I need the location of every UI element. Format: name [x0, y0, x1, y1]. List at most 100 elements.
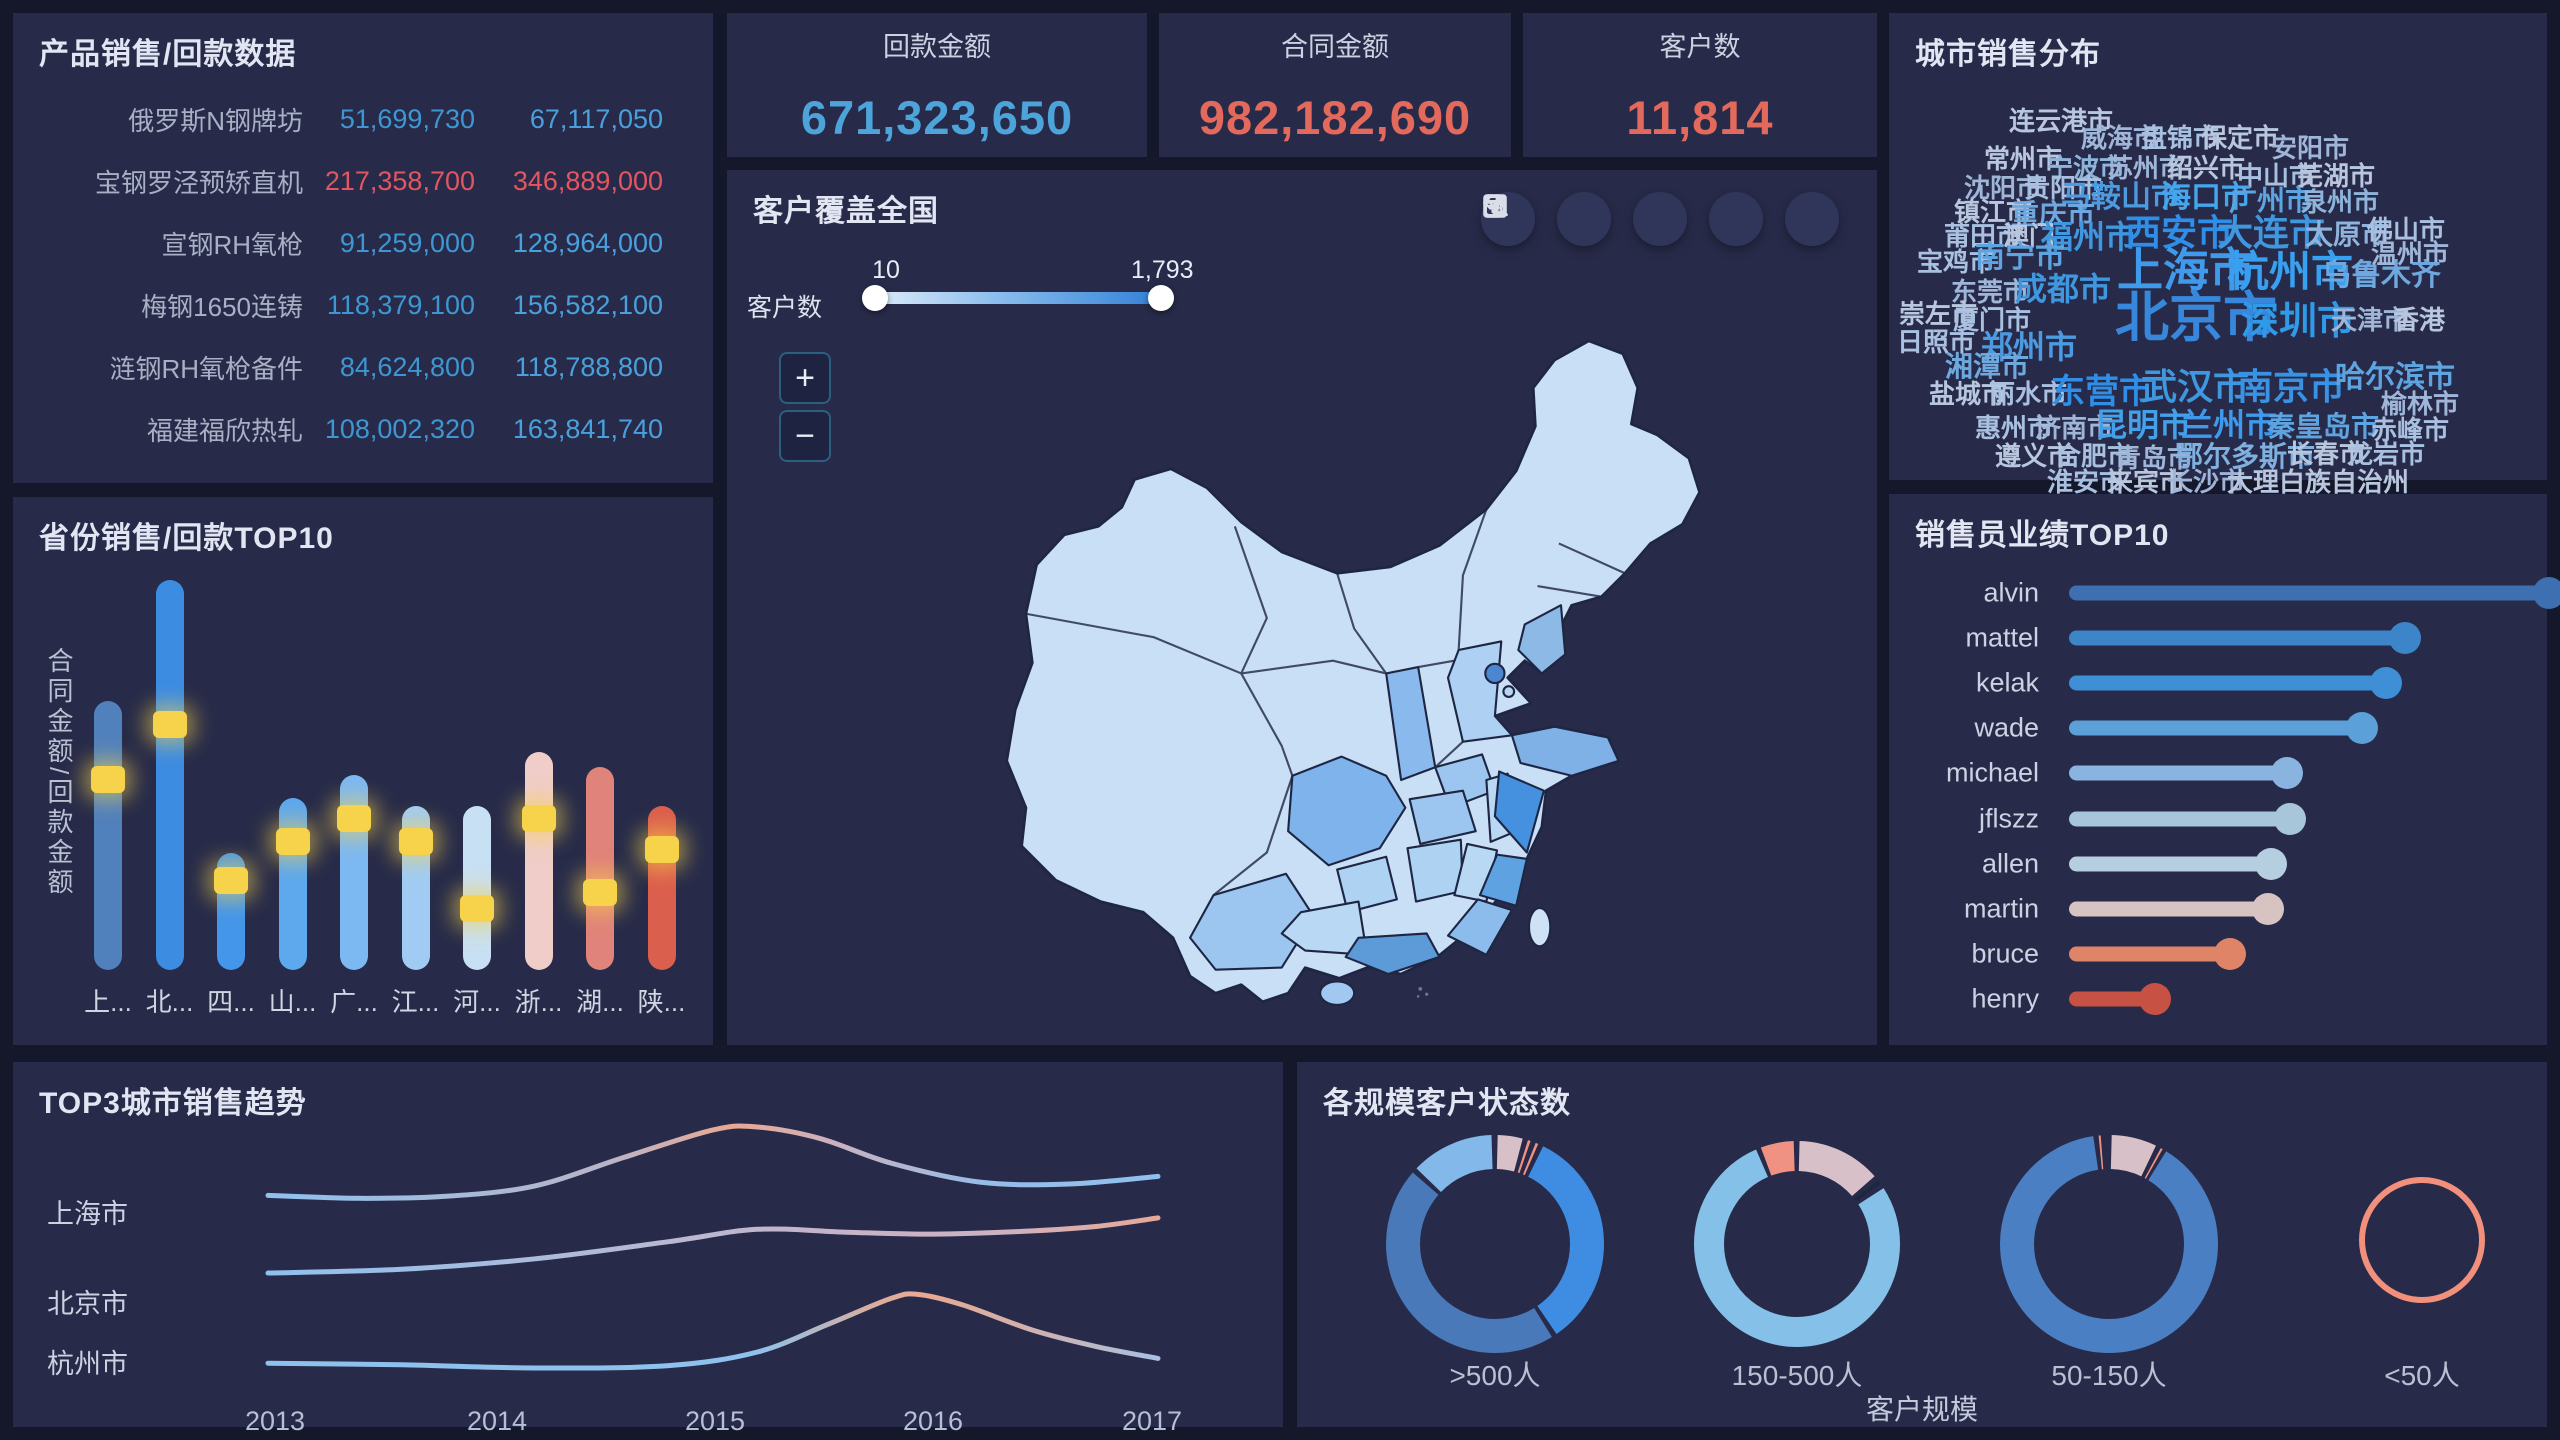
- sales-bar[interactable]: [2069, 720, 2362, 736]
- wordcloud-word[interactable]: 湘潭市: [1945, 351, 2030, 382]
- province-contract-bar[interactable]: [524, 752, 553, 970]
- wordcloud-word[interactable]: 佛山市: [2367, 215, 2446, 245]
- province-contract-bar[interactable]: [155, 580, 184, 970]
- donut-segment[interactable]: [2359, 1177, 2485, 1303]
- wordcloud-word[interactable]: 厦门市: [1953, 305, 2032, 335]
- customer-count-slider[interactable]: [875, 292, 1163, 304]
- wordcloud-word[interactable]: 南宁市: [1975, 241, 2065, 274]
- sales-bar-knob[interactable]: [2255, 847, 2287, 880]
- table-row[interactable]: 福建福欣热轧 108,002,320 163,841,740: [13, 407, 713, 451]
- wordcloud-word[interactable]: 贵阳市: [2024, 173, 2103, 203]
- table-row[interactable]: 俄罗斯N钢牌坊 51,699,730 67,117,050: [13, 97, 713, 141]
- wordcloud-word[interactable]: 青岛市: [2115, 443, 2194, 473]
- sales-bar[interactable]: [2069, 585, 2549, 600]
- wordcloud-word[interactable]: 郑州市: [1981, 329, 2078, 365]
- wordcloud-word[interactable]: 长春市: [2287, 439, 2366, 469]
- wordcloud-word[interactable]: 中山市: [2237, 161, 2316, 191]
- wordcloud-word[interactable]: 保定市: [2201, 123, 2280, 153]
- table-row[interactable]: 宝钢罗泾预矫直机 217,358,700 346,889,000: [13, 159, 713, 203]
- wordcloud-word[interactable]: 长沙市: [2167, 467, 2246, 497]
- donut-segment[interactable]: [1694, 1141, 1900, 1347]
- wordcloud-word[interactable]: 常州市: [1984, 144, 2063, 174]
- province-contract-bar[interactable]: [586, 767, 614, 970]
- wordcloud-word[interactable]: 泉州市: [2301, 187, 2380, 217]
- wordcloud-word[interactable]: 东营市: [2051, 373, 2153, 411]
- wordcloud-word[interactable]: 来宾市: [2107, 467, 2186, 497]
- province-contract-bar[interactable]: [463, 806, 491, 970]
- wordcloud-word[interactable]: 上海市: [2117, 244, 2255, 296]
- wordcloud-word[interactable]: 苏州市: [2107, 153, 2186, 183]
- wordcloud-word[interactable]: 福州市: [2041, 219, 2138, 255]
- wordcloud-word[interactable]: 海口市: [2161, 181, 2251, 214]
- trend-line-杭州市[interactable]: [265, 1291, 1161, 1371]
- sales-bar-knob[interactable]: [2346, 712, 2378, 745]
- wordcloud-word[interactable]: 丽水市: [1989, 379, 2068, 409]
- sales-bar[interactable]: [2069, 765, 2287, 781]
- wordcloud-word[interactable]: 威海市: [2081, 123, 2160, 153]
- wordcloud-word[interactable]: 杭州市: [2227, 248, 2354, 295]
- wordcloud-word[interactable]: 大理白族自治州: [2227, 467, 2410, 497]
- wordcloud-word[interactable]: 盘锦市: [2141, 123, 2220, 153]
- table-row[interactable]: 涟钢RH氧枪备件 84,624,800 118,788,800: [13, 345, 713, 389]
- table-row[interactable]: 梅钢1650连铸 118,379,100 156,582,100: [13, 283, 713, 327]
- province-payment-marker[interactable]: [214, 867, 248, 894]
- province-payment-marker[interactable]: [337, 805, 371, 832]
- wordcloud-word[interactable]: 深圳市: [2241, 301, 2356, 343]
- sales-bar-knob[interactable]: [2370, 666, 2402, 699]
- expand-icon[interactable]: [1483, 192, 1611, 246]
- province-payment-marker[interactable]: [460, 895, 494, 922]
- province-payment-marker[interactable]: [521, 805, 556, 832]
- wordcloud-word[interactable]: 成都市: [2015, 271, 2112, 307]
- wordcloud-word[interactable]: 广州市: [2229, 185, 2314, 216]
- sales-bar-knob[interactable]: [2214, 938, 2246, 971]
- province-payment-marker[interactable]: [275, 828, 310, 855]
- wordcloud-word[interactable]: 重庆市: [2011, 199, 2096, 230]
- province-payment-marker[interactable]: [644, 836, 679, 863]
- export-icon[interactable]: [1484, 192, 1839, 246]
- province-contract-bar[interactable]: [647, 806, 676, 970]
- wordcloud-word[interactable]: 鄂尔多斯市: [2175, 441, 2316, 472]
- china-map[interactable]: [962, 285, 1772, 1015]
- slider-handle-max[interactable]: [1148, 285, 1174, 311]
- slider-handle-min[interactable]: [862, 285, 888, 311]
- wordcloud-word[interactable]: 西安市: [2125, 212, 2234, 253]
- wordcloud-word[interactable]: 安阳市: [2271, 133, 2350, 163]
- sales-bar[interactable]: [2069, 946, 2230, 962]
- wordcloud-word[interactable]: 榆林市: [2381, 389, 2460, 419]
- wordcloud-word[interactable]: 惠州市: [1975, 413, 2054, 443]
- wordcloud-word[interactable]: 盐城市: [1929, 379, 2008, 409]
- province-contract-bar[interactable]: [94, 701, 122, 970]
- wordcloud-word[interactable]: 马鞍山市: [2061, 181, 2181, 214]
- province-contract-bar[interactable]: [278, 798, 307, 970]
- wordcloud-word[interactable]: 南京市: [2237, 366, 2346, 407]
- province-payment-marker[interactable]: [583, 879, 617, 906]
- wordcloud-word[interactable]: 北京市: [2115, 288, 2277, 348]
- map-zoom-out-button[interactable]: −: [779, 410, 831, 462]
- wordcloud-word[interactable]: 乌鲁木齐: [2321, 259, 2441, 292]
- sales-bar[interactable]: [2069, 675, 2386, 691]
- map-zoom-in-button[interactable]: +: [779, 352, 831, 404]
- data-view-icon[interactable]: [1484, 192, 1763, 246]
- wordcloud-word[interactable]: 淮安市: [2047, 467, 2126, 497]
- wordcloud-word[interactable]: 镇江市: [1954, 197, 2033, 227]
- wordcloud-word[interactable]: 合肥市: [2055, 441, 2134, 471]
- province-payment-marker[interactable]: [152, 711, 187, 738]
- table-row[interactable]: 宣钢RH氧枪 91,259,000 128,964,000: [13, 221, 713, 265]
- wordcloud-word[interactable]: 昆明市: [2095, 407, 2192, 443]
- sales-bar[interactable]: [2069, 856, 2271, 872]
- wordcloud-word[interactable]: 崇左市: [1899, 299, 1978, 329]
- wordcloud-word[interactable]: 沈阳市: [1964, 173, 2043, 203]
- wordcloud-word[interactable]: 大连市: [2217, 212, 2326, 253]
- wordcloud-word[interactable]: 香港: [2393, 305, 2446, 335]
- sales-bar-knob[interactable]: [2389, 621, 2421, 654]
- trend-line-上海市[interactable]: [265, 1123, 1161, 1201]
- wordcloud-word[interactable]: 天津市: [2331, 305, 2410, 335]
- donut-segment[interactable]: [1386, 1135, 1604, 1353]
- province-payment-marker[interactable]: [91, 766, 125, 793]
- donut-segment[interactable]: [1386, 1135, 1604, 1353]
- wordcloud-word[interactable]: 龙岩市: [2347, 439, 2426, 469]
- wordcloud-word[interactable]: 秦皇岛市: [2267, 411, 2380, 442]
- wordcloud-word[interactable]: 哈尔滨市: [2335, 361, 2455, 394]
- wordcloud-word[interactable]: 宁波市: [2047, 153, 2126, 183]
- sales-bar[interactable]: [2069, 811, 2290, 826]
